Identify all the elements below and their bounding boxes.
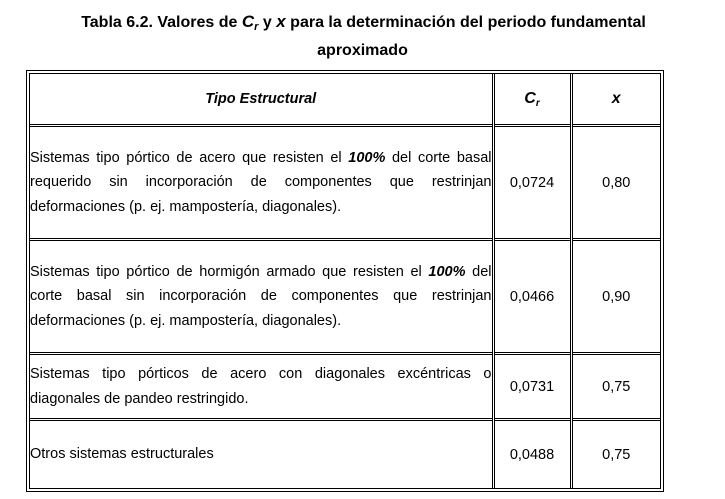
structural-types-table: Tipo Estructural Cr x Sistemas tipo pórt… bbox=[30, 74, 660, 488]
row-x-value: 0,75 bbox=[602, 378, 631, 395]
row-description-text: Sistemas tipo pórtico de hormigón armado… bbox=[30, 263, 429, 280]
row-cr-value: 0,0466 bbox=[493, 239, 573, 354]
header-x: x bbox=[611, 90, 621, 107]
table-row: Otros sistemas estructurales 0,0488 0,75 bbox=[30, 419, 660, 488]
row-description-emphasis: 100% bbox=[348, 149, 386, 166]
caption-symbol-c: Cr bbox=[241, 12, 259, 33]
table-header-row: Tipo Estructural Cr x bbox=[30, 74, 660, 126]
header-cr: Cr bbox=[493, 74, 573, 126]
row-description: Otros sistemas estructurales bbox=[30, 419, 495, 488]
header-tipo-estructural: Tipo Estructural bbox=[30, 74, 495, 126]
row-description: Sistemas tipo pórtico de hormigón armado… bbox=[30, 239, 495, 354]
caption-prefix: Tabla 6.2. Valores de bbox=[81, 14, 238, 31]
row-cr-value: 0,0731 bbox=[493, 353, 573, 420]
row-cr-value: 0,0724 bbox=[493, 125, 573, 240]
table-row: Sistemas tipo pórtico de acero que resis… bbox=[30, 125, 660, 240]
table-caption: Tabla 6.2. Valores de Cr y x para la det… bbox=[0, 8, 725, 65]
caption-symbol-c-subscript: r bbox=[254, 21, 259, 33]
header-cr-base: C bbox=[524, 90, 536, 107]
caption-suffix: para la determinación del periodo fundam… bbox=[290, 14, 646, 31]
row-cr-value: 0,0488 bbox=[493, 419, 573, 488]
table-frame-inner: Tipo Estructural Cr x Sistemas tipo pórt… bbox=[29, 73, 661, 489]
row-description: Sistemas tipo pórticos de acero con diag… bbox=[30, 353, 495, 420]
row-description-emphasis: 100% bbox=[428, 263, 466, 280]
caption-line-1: Tabla 6.2. Valores de Cr y x para la det… bbox=[0, 8, 725, 37]
header-cr-subscript: r bbox=[535, 98, 540, 109]
table-frame: Tipo Estructural Cr x Sistemas tipo pórt… bbox=[26, 70, 664, 492]
row-description-text: del corte basal sin incorporación de com… bbox=[30, 263, 492, 329]
caption-line-2: aproximado bbox=[317, 42, 408, 59]
row-x-value: 0,90 bbox=[602, 288, 631, 305]
caption-symbol-c-base: C bbox=[241, 12, 255, 31]
row-description: Sistemas tipo pórtico de acero que resis… bbox=[30, 125, 495, 240]
row-description-text: Sistemas tipo pórtico de acero que resis… bbox=[30, 149, 349, 166]
row-description-text: del corte basal requerido sin incorporac… bbox=[30, 149, 492, 215]
caption-symbol-x: x bbox=[276, 12, 286, 31]
row-x-value: 0,75 bbox=[602, 446, 631, 463]
row-x-value: 0,80 bbox=[602, 174, 631, 191]
caption-conjunction: y bbox=[262, 14, 272, 31]
table-row: Sistemas tipo pórticos de acero con diag… bbox=[30, 353, 660, 420]
table-row: Sistemas tipo pórtico de hormigón armado… bbox=[30, 239, 660, 354]
